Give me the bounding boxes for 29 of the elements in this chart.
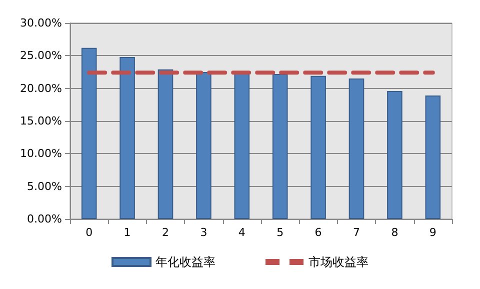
y-tick-label: 20.00% [20, 82, 62, 95]
y-tick-label: 0.00% [27, 212, 62, 226]
bar [81, 48, 97, 219]
bar [387, 90, 402, 219]
bar [272, 74, 288, 219]
y-tick-label: 15.00% [20, 114, 62, 128]
x-tick-label: 1 [124, 226, 131, 239]
x-tick-label: 4 [238, 226, 246, 239]
bar [234, 73, 250, 219]
x-tick-label: 6 [314, 226, 322, 239]
bar [158, 69, 174, 219]
x-tick-label: 2 [162, 226, 169, 239]
legend-label: 市场收益率 [308, 255, 368, 269]
y-tick-label: 5.00% [27, 180, 62, 193]
legend-label: 年化收益率 [156, 255, 216, 269]
x-tick-label: 9 [429, 226, 436, 239]
y-tick-label: 30.00% [20, 16, 62, 30]
y-tick-label: 10.00% [20, 147, 62, 160]
x-tick-label: 3 [200, 226, 208, 239]
bar [310, 76, 326, 219]
bar [348, 78, 364, 219]
bar [196, 72, 212, 219]
x-tick-label: 5 [276, 226, 284, 239]
x-tick-label: 0 [86, 226, 93, 239]
bar [425, 96, 441, 219]
y-tick-label: 25.00% [20, 49, 62, 62]
x-tick-label: 8 [391, 226, 398, 239]
bar [120, 56, 135, 219]
x-tick-label: 7 [353, 226, 360, 239]
